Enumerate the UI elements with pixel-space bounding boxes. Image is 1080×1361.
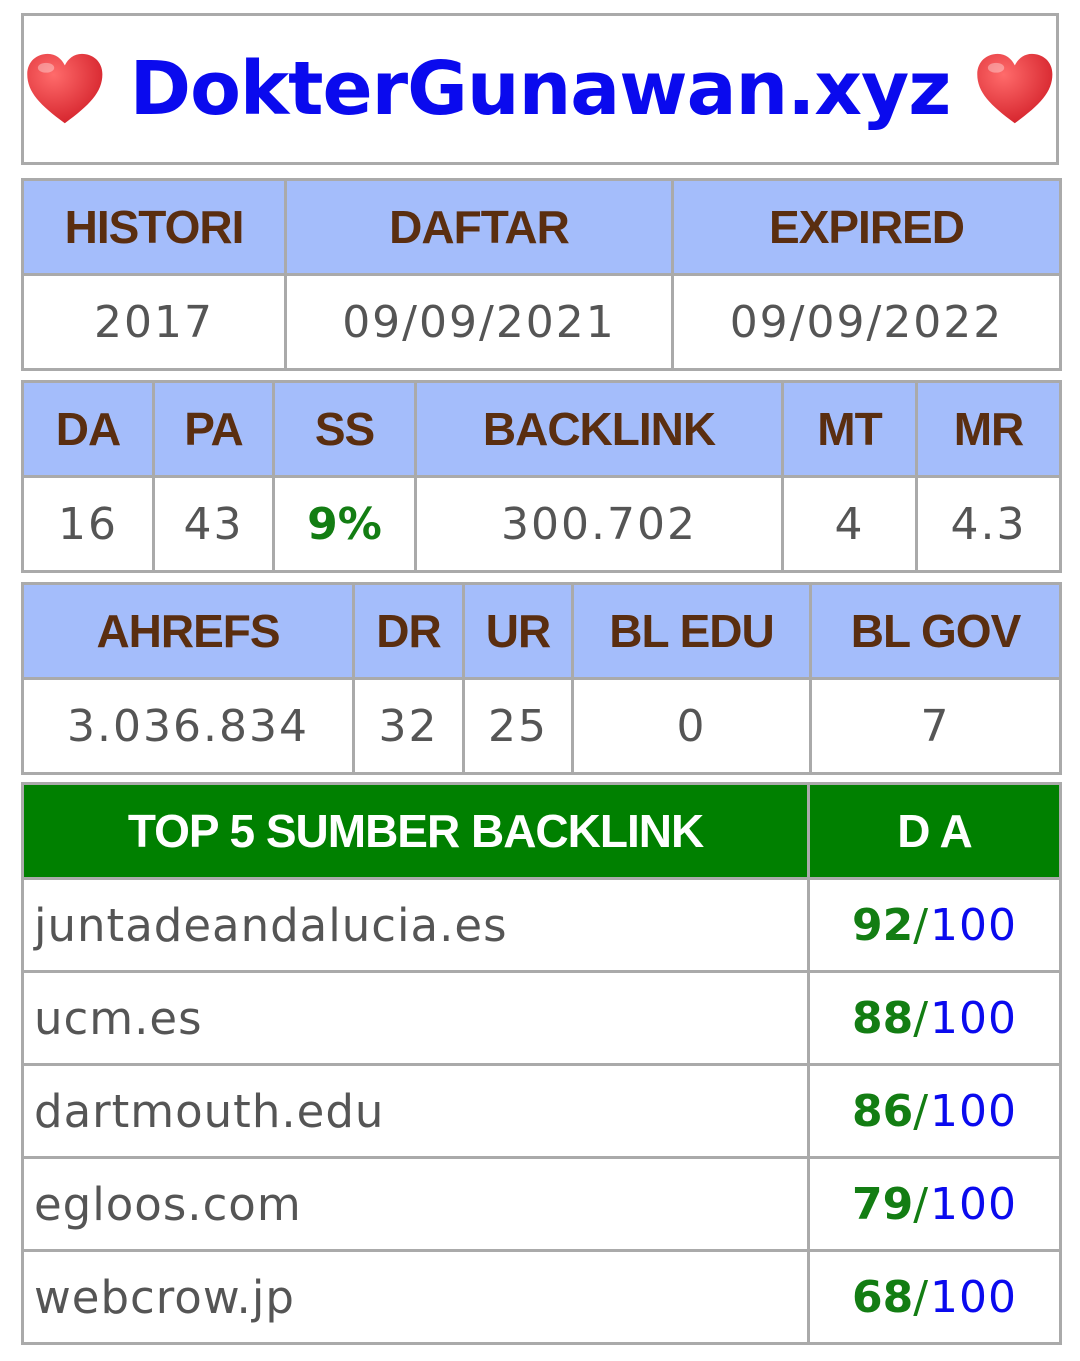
header-ss: SS bbox=[272, 380, 417, 478]
heart-icon bbox=[977, 53, 1053, 124]
header-histori: HISTORI bbox=[21, 178, 287, 276]
header-da: DA bbox=[21, 380, 155, 478]
table-row: juntadeandalucia.es 92/100 bbox=[21, 877, 1062, 973]
da-separator: / bbox=[913, 1178, 931, 1230]
backlink-da: 79/100 bbox=[807, 1156, 1062, 1252]
value-ss: 9% bbox=[272, 475, 417, 573]
heart-icon bbox=[27, 53, 103, 124]
header-ahrefs: AHREFS bbox=[21, 582, 355, 680]
table-row: webcrow.jp 68/100 bbox=[21, 1249, 1062, 1345]
da-score: 68 bbox=[851, 1271, 914, 1323]
backlink-da: 92/100 bbox=[807, 877, 1062, 973]
backlink-da: 88/100 bbox=[807, 970, 1062, 1066]
da-separator: / bbox=[913, 992, 931, 1044]
da-max: 100 bbox=[930, 992, 1018, 1044]
value-ur: 25 bbox=[462, 677, 574, 775]
value-expired: 09/09/2022 bbox=[671, 273, 1062, 371]
site-title-box: DokterGunawan.xyz bbox=[21, 13, 1059, 165]
backlink-domain: webcrow.jp bbox=[21, 1249, 810, 1345]
top-backlinks-table: TOP 5 SUMBER BACKLINK D A juntadeandaluc… bbox=[21, 782, 1062, 1345]
da-separator: / bbox=[913, 1085, 931, 1137]
header-bl-edu: BL EDU bbox=[571, 582, 812, 680]
value-ahrefs: 3.036.834 bbox=[21, 677, 355, 775]
da-separator: / bbox=[913, 1271, 931, 1323]
table-row: ucm.es 88/100 bbox=[21, 970, 1062, 1066]
value-bl-gov: 7 bbox=[809, 677, 1062, 775]
header-expired: EXPIRED bbox=[671, 178, 1062, 276]
header-dr: DR bbox=[352, 582, 465, 680]
header-ur: UR bbox=[462, 582, 574, 680]
value-backlink: 300.702 bbox=[414, 475, 784, 573]
header-mt: MT bbox=[781, 380, 918, 478]
header-top-sources: TOP 5 SUMBER BACKLINK bbox=[21, 782, 810, 880]
metrics-table: DA PA SS BACKLINK MT MR 16 43 9% 300.702… bbox=[21, 380, 1062, 573]
da-max: 100 bbox=[930, 899, 1018, 951]
da-max: 100 bbox=[930, 1271, 1018, 1323]
header-backlink: BACKLINK bbox=[414, 380, 784, 478]
ahrefs-table: AHREFS DR UR BL EDU BL GOV 3.036.834 32 … bbox=[21, 582, 1062, 775]
value-da: 16 bbox=[21, 475, 155, 573]
value-dr: 32 bbox=[352, 677, 465, 775]
table-row: dartmouth.edu 86/100 bbox=[21, 1063, 1062, 1159]
value-pa: 43 bbox=[152, 475, 275, 573]
header-pa: PA bbox=[152, 380, 275, 478]
backlink-da: 86/100 bbox=[807, 1063, 1062, 1159]
da-score: 79 bbox=[851, 1178, 914, 1230]
value-mt: 4 bbox=[781, 475, 918, 573]
da-max: 100 bbox=[930, 1085, 1018, 1137]
da-score: 88 bbox=[851, 992, 914, 1044]
da-score: 92 bbox=[851, 899, 914, 951]
header-bl-gov: BL GOV bbox=[809, 582, 1062, 680]
value-mr: 4.3 bbox=[915, 475, 1062, 573]
backlink-domain: ucm.es bbox=[21, 970, 810, 1066]
header-mr: MR bbox=[915, 380, 1062, 478]
da-score: 86 bbox=[851, 1085, 914, 1137]
value-bl-edu: 0 bbox=[571, 677, 812, 775]
backlink-domain: dartmouth.edu bbox=[21, 1063, 810, 1159]
header-daftar: DAFTAR bbox=[284, 178, 674, 276]
backlink-domain: egloos.com bbox=[21, 1156, 810, 1252]
value-histori: 2017 bbox=[21, 273, 287, 371]
da-separator: / bbox=[913, 899, 931, 951]
domain-dates-table: HISTORI DAFTAR EXPIRED 2017 09/09/2021 0… bbox=[21, 178, 1062, 371]
backlink-da: 68/100 bbox=[807, 1249, 1062, 1345]
value-daftar: 09/09/2021 bbox=[284, 273, 674, 371]
backlink-domain: juntadeandalucia.es bbox=[21, 877, 810, 973]
table-row: egloos.com 79/100 bbox=[21, 1156, 1062, 1252]
site-title: DokterGunawan.xyz bbox=[129, 46, 952, 132]
da-max: 100 bbox=[930, 1178, 1018, 1230]
header-top-da: D A bbox=[807, 782, 1062, 880]
